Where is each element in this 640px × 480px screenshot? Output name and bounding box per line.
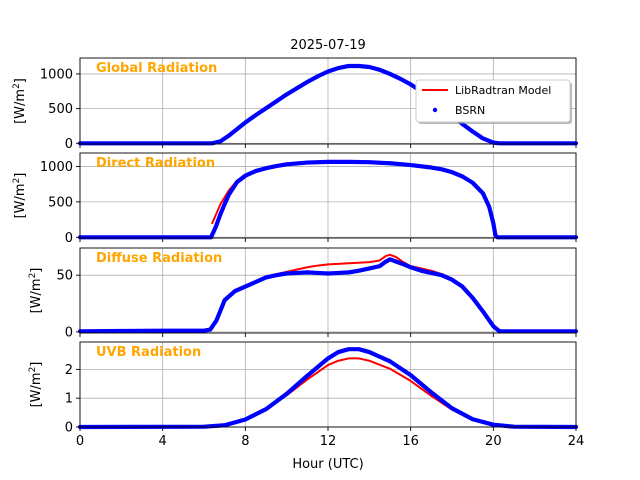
y-axis-label: [W/m2] [28,362,44,408]
y-tick-label: 0 [65,231,73,246]
legend-entry-label: BSRN [455,104,485,117]
legend-dot-swatch [432,107,438,113]
panel-title: Global Radiation [96,61,217,76]
x-tick-label: 20 [485,434,502,449]
bsrn-series-line [77,159,579,240]
y-axis-label: [W/m2] [12,173,28,219]
bsrn-series-line [77,257,579,334]
panel-2: 0 50 Diffuse Radiation [W/m2] [28,247,579,340]
panel-1: 0 500 1000 Direct Radiation [W/m2] [12,152,579,246]
y-axis-label: [W/m2] [28,268,44,314]
legend-box [415,79,571,123]
legend-entry-label: LibRadtran Model [455,84,551,97]
panel-title: Diffuse Radiation [96,251,222,266]
bsrn-series-line [77,347,579,430]
y-tick-label: 1 [65,392,73,407]
chart-title: 2025-07-19 [290,38,366,53]
x-tick-label: 8 [241,434,249,449]
y-tick-label: 1000 [40,67,73,82]
y-tick-label: 1000 [40,160,73,175]
y-tick-label: 0 [65,137,73,152]
y-tick-label: 500 [48,102,73,117]
x-tick-label: 24 [568,434,585,449]
y-tick-label: 0 [65,421,73,436]
x-axis-label: Hour (UTC) [292,457,363,472]
x-tick-label: 0 [76,434,84,449]
panel-title: UVB Radiation [96,345,201,360]
x-tick-label: 4 [159,434,167,449]
y-axis-label: [W/m2] [12,78,28,124]
y-tick-label: 0 [65,325,73,340]
chart-legend: LibRadtran Model BSRN [415,79,572,124]
y-tick-label: 50 [56,269,73,284]
y-tick-label: 500 [48,195,73,210]
y-tick-label: 2 [65,363,73,378]
panel-title: Direct Radiation [96,156,215,171]
x-tick-label: 16 [402,434,419,449]
x-tick-label: 12 [320,434,337,449]
model-series-line [209,253,499,331]
